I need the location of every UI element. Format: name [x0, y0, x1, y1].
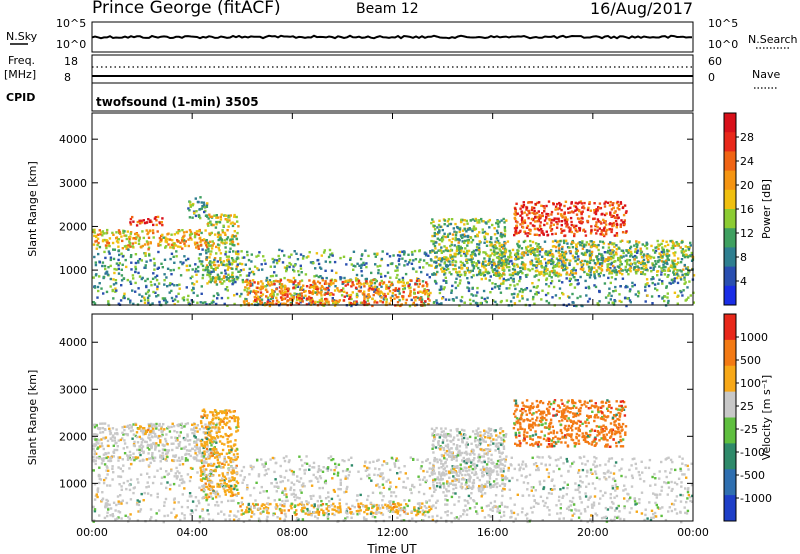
colorbar-tick-label: 100: [740, 377, 761, 390]
velocity-echo-cells: [92, 399, 694, 524]
colorbar-tick-label: 24: [740, 155, 754, 168]
colorbar-tick-label: 1000: [740, 331, 768, 344]
power-panel: 1000 2000 3000 4000 Slant Range [km] 4 8 12 16 2…: [26, 112, 773, 308]
y-tick-label: 4000: [59, 133, 87, 146]
y-tick-label: 3000: [59, 383, 87, 396]
power-echo-cells: [92, 196, 696, 308]
freq-left-tick-bottom: 8: [64, 71, 71, 84]
colorbar-tick-label: 25: [740, 400, 754, 413]
nsearch-label: N.Search: [748, 33, 798, 46]
y-tick-label: 2000: [59, 430, 87, 443]
colorbar-segment: [724, 151, 736, 172]
y-tick-label: 1000: [59, 264, 87, 277]
mhz-label: [MHz]: [4, 68, 36, 81]
noise-right-tick-top: 10^5: [708, 17, 738, 30]
colorbar-segment: [724, 285, 736, 306]
colorbar-segment: [724, 247, 736, 268]
colorbar-title: Power [dB]: [760, 179, 773, 239]
colorbar-tick-label: -100: [740, 446, 765, 459]
colorbar-segment: [724, 189, 736, 210]
colorbar-segment: [724, 469, 736, 496]
colorbar-tick-label: 500: [740, 354, 761, 367]
colorbar-segment: [724, 417, 736, 444]
colorbar-segment: [724, 228, 736, 248]
x-tick-label: 08:00: [276, 526, 308, 539]
colorbar-tick-label: 4: [740, 275, 747, 288]
freq-label: Freq.: [8, 54, 35, 67]
y-tick-label: 1000: [59, 477, 87, 490]
y-tick-label: 4000: [59, 336, 87, 349]
cpid-panel: CPID twofsound (1-min) 3505: [6, 82, 694, 112]
y-axis-title: Slant Range [km]: [26, 161, 39, 257]
noise-panel: N.Sky 10^5 10^0 10^5 10^0 N.Search: [6, 17, 798, 53]
x-tick-label: 00:00: [677, 526, 709, 539]
beam-title: Beam 12: [356, 1, 419, 17]
colorbar-tick-label: -500: [740, 469, 765, 482]
noise-left-tick-bottom: 10^0: [56, 38, 86, 51]
date-title: 16/Aug/2017: [590, 0, 694, 18]
colorbar-segment: [724, 365, 736, 393]
nave-label: Nave: [752, 68, 780, 81]
colorbar-segment: [724, 443, 736, 470]
mode-label: twofsound (1-min) 3505: [96, 95, 259, 109]
colorbar-tick-label: 8: [740, 251, 747, 264]
colorbar-segment: [724, 339, 736, 367]
x-tick-label: 16:00: [477, 526, 509, 539]
y-axis-title: Slant Range [km]: [26, 370, 39, 466]
colorbar-segment: [724, 314, 736, 341]
x-axis-title: Time UT: [366, 542, 417, 554]
nsky-label: N.Sky: [6, 30, 38, 43]
freq-left-tick-top: 18: [64, 55, 78, 68]
y-tick-label: 3000: [59, 177, 87, 190]
station-title: Prince George (fitACF): [92, 0, 281, 18]
x-tick-label: 04:00: [176, 526, 208, 539]
noise-left-tick-top: 10^5: [56, 17, 86, 30]
colorbar-segment: [724, 209, 736, 229]
colorbar-tick-label: 28: [740, 131, 754, 144]
y-tick-label: 2000: [59, 220, 87, 233]
x-tick-label: 12:00: [377, 526, 409, 539]
freq-panel: Freq. [MHz] 18 8 60 0 Nave: [4, 54, 780, 89]
freq-right-tick-top: 60: [708, 55, 722, 68]
colorbar-title: Velocity [m s⁻¹]: [760, 375, 773, 460]
velocity-panel: 1000 2000 3000 4000 Slant Range [km] 00:00 04:…: [26, 313, 773, 554]
noise-sky-line: [91, 34, 693, 40]
colorbar-segment: [724, 132, 736, 152]
colorbar-segment: [724, 495, 736, 522]
colorbar-segment: [724, 170, 736, 191]
colorbar-tick-label: -1000: [740, 492, 772, 505]
colorbar-tick-label: 16: [740, 203, 754, 216]
freq-right-tick-bottom: 0: [708, 71, 715, 84]
x-tick-label: 00:00: [76, 526, 108, 539]
colorbar-segment: [724, 113, 736, 133]
colorbar-segment: [724, 266, 736, 287]
colorbar-tick-label: 12: [740, 227, 754, 240]
x-tick-label: 20:00: [577, 526, 609, 539]
colorbar-tick-label: 20: [740, 179, 754, 192]
cpid-label: CPID: [6, 91, 35, 104]
colorbar-tick-label: -25: [740, 423, 758, 436]
noise-right-tick-bottom: 10^0: [708, 38, 738, 51]
colorbar-segment: [724, 391, 736, 418]
